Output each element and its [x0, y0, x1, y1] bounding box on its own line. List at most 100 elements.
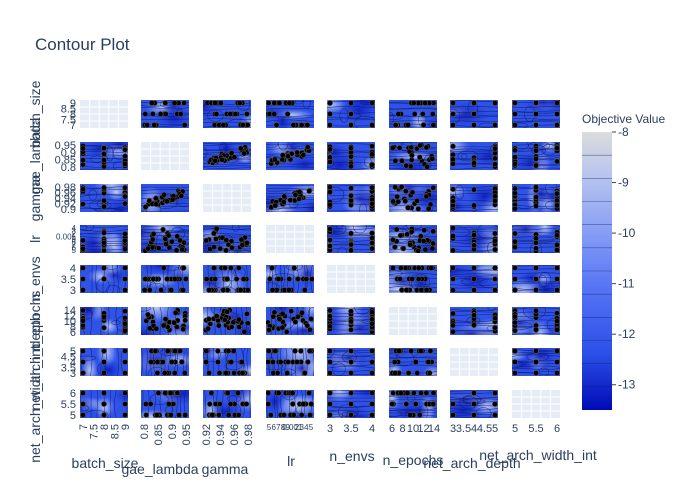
contour-line: [203, 147, 208, 159]
contour-line: [512, 333, 560, 335]
y-tick-label: 9: [72, 235, 77, 244]
panel-batch-size-vs-batch-size: [80, 100, 128, 128]
trial-point: [533, 100, 539, 106]
trial-point: [427, 348, 434, 354]
contour-line: [207, 109, 224, 122]
contour-line: [204, 390, 207, 418]
x-tick-label: 0.94: [215, 424, 227, 445]
contour-line: [90, 348, 93, 376]
contour-line: [389, 357, 437, 360]
panel-n-epochs-vs-net-arch-width-int: [512, 307, 560, 335]
x-tick-label: 0.85: [153, 424, 165, 445]
x-tick-label: 7: [276, 423, 281, 432]
contour-line: [97, 363, 106, 375]
x-tick-label: 3: [327, 423, 333, 435]
trial-point: [143, 401, 149, 407]
trial-point: [171, 276, 178, 282]
trial-point: [512, 244, 518, 251]
trial-point: [101, 324, 107, 331]
panel-gae-lambda-vs-net-arch-width-int: [512, 142, 560, 170]
contour-line: [512, 282, 560, 284]
trial-point: [230, 319, 237, 326]
trial-point: [369, 401, 375, 407]
trial-point: [292, 348, 298, 354]
trial-point: [429, 155, 436, 162]
y-tick-label: 0.92: [55, 199, 76, 211]
trial-point: [285, 359, 291, 365]
trial-point: [348, 230, 354, 237]
trial-point: [80, 265, 86, 271]
trial-point: [390, 390, 396, 396]
trial-point: [533, 184, 539, 190]
trial-point: [450, 186, 456, 193]
contour-line: [424, 152, 437, 167]
y-tick-label: 7: [70, 120, 76, 132]
trial-point: [266, 327, 272, 333]
contour-line: [203, 162, 251, 165]
trial-point: [492, 315, 498, 322]
trial-point: [369, 390, 375, 396]
contour-line: [95, 265, 98, 293]
trial-point: [471, 186, 477, 193]
y-axis-label-n-envs: n_envs: [27, 256, 43, 301]
trial-point: [270, 370, 277, 376]
trial-point: [402, 188, 409, 195]
trial-point: [450, 412, 456, 418]
contour-line: [538, 271, 552, 287]
trial-point: [554, 190, 560, 197]
panel-n-envs-vs-net-arch-depth: [450, 265, 498, 293]
trial-point: [286, 276, 293, 282]
panel-n-epochs-vs-gamma: [203, 307, 251, 335]
trial-point: [327, 313, 333, 319]
trial-point: [182, 412, 189, 418]
panel-n-epochs-vs-n-envs: [327, 307, 375, 335]
trial-point: [308, 401, 314, 407]
y-tick-label: 5: [72, 246, 77, 255]
panel-gae-lambda-vs-gae-lambda: [141, 142, 189, 170]
x-tick-label: 3.5: [456, 423, 471, 435]
trial-point: [327, 401, 333, 407]
trial-point: [302, 370, 308, 376]
trial-point: [392, 157, 399, 164]
trial-point: [327, 370, 333, 376]
trial-point: [348, 247, 354, 253]
panel-batch-size-vs-gae-lambda: [141, 100, 189, 128]
trial-point: [182, 317, 189, 324]
contour-line: [512, 365, 560, 368]
trial-point: [348, 308, 354, 315]
trial-point: [235, 316, 242, 323]
contour-line: [266, 119, 314, 123]
trial-point: [407, 412, 413, 418]
panel-net-arch-depth-vs-gae-lambda: [141, 348, 189, 376]
trial-point: [203, 276, 210, 282]
trial-point: [101, 370, 107, 376]
colorbar-tick-label: -9: [618, 176, 629, 190]
x-axis-label-n-epochs: n_epochs: [383, 452, 444, 468]
trial-point: [101, 239, 107, 246]
contour-line: [389, 209, 437, 212]
trial-point: [450, 111, 456, 117]
contour-line: [141, 118, 189, 121]
x-tick-label: 9: [120, 424, 132, 430]
contour-line: [389, 282, 437, 286]
trial-point: [276, 100, 283, 106]
trial-point: [391, 359, 398, 365]
trial-point: [327, 201, 333, 208]
trial-point: [348, 145, 354, 152]
trial-point: [348, 100, 354, 106]
trial-point: [492, 401, 498, 407]
trial-point: [122, 153, 128, 160]
colorbar-tick-label: -13: [618, 378, 636, 392]
trial-point: [122, 184, 128, 191]
trial-point: [450, 328, 456, 335]
trial-point: [235, 412, 242, 418]
colorbar-tick-label: -11: [618, 277, 635, 291]
trial-point: [533, 194, 539, 200]
trial-point: [80, 276, 86, 282]
trial-point: [390, 265, 396, 271]
trial-point: [408, 228, 415, 235]
contour-line: [337, 246, 347, 253]
trial-point: [390, 237, 396, 243]
y-tick-label: 8: [70, 109, 76, 121]
trial-point: [450, 276, 456, 282]
